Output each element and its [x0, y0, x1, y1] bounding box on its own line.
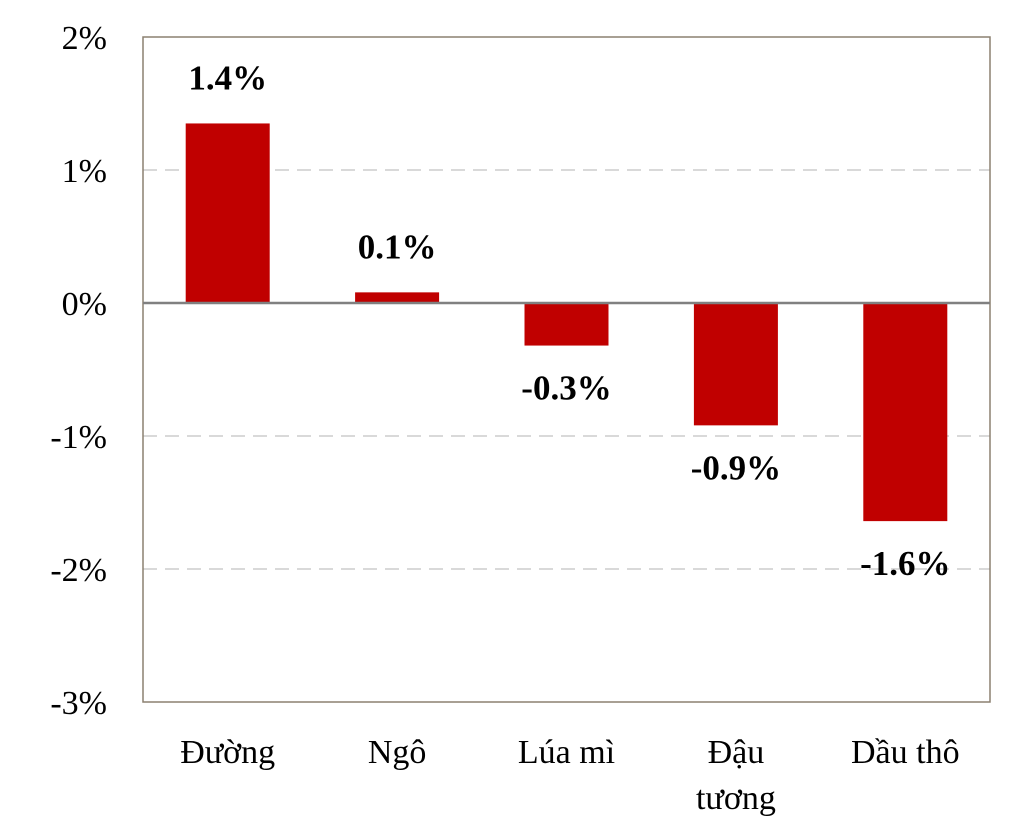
- data-labels: 1.4% 0.1% -0.3% -0.9% -1.6%: [188, 58, 950, 583]
- bar: [185, 123, 270, 303]
- data-label: -1.6%: [860, 544, 950, 583]
- y-tick-label: 2%: [62, 20, 107, 57]
- category-label: tương: [696, 780, 776, 817]
- plot-frame: [142, 36, 991, 703]
- category-label: Đường: [180, 734, 275, 771]
- bar: [524, 303, 609, 346]
- bar: [693, 303, 778, 426]
- y-tick-label: -1%: [50, 419, 107, 456]
- y-tick-label: 0%: [62, 286, 107, 323]
- category-labels: Đường Ngô Lúa mì Đậu tương Dầu thô: [180, 734, 959, 817]
- bars: [185, 123, 948, 522]
- category-label: Đậu: [708, 734, 765, 771]
- y-tick-label: 1%: [62, 153, 107, 190]
- y-tick-label: -2%: [50, 552, 107, 589]
- data-label: 0.1%: [358, 227, 437, 266]
- bar: [355, 292, 440, 303]
- data-label: -0.9%: [691, 448, 781, 487]
- bar: [863, 303, 948, 522]
- data-label: 1.4%: [188, 58, 267, 97]
- gridlines: [143, 169, 990, 570]
- y-tick-label: -3%: [50, 685, 107, 722]
- y-tick-labels: 2% 1% 0% -1% -2% -3%: [50, 20, 107, 722]
- category-label: Dầu thô: [851, 734, 960, 771]
- category-label: Ngô: [368, 734, 427, 771]
- data-label: -0.3%: [521, 369, 611, 408]
- axes: [142, 36, 991, 703]
- category-label: Lúa mì: [518, 734, 615, 771]
